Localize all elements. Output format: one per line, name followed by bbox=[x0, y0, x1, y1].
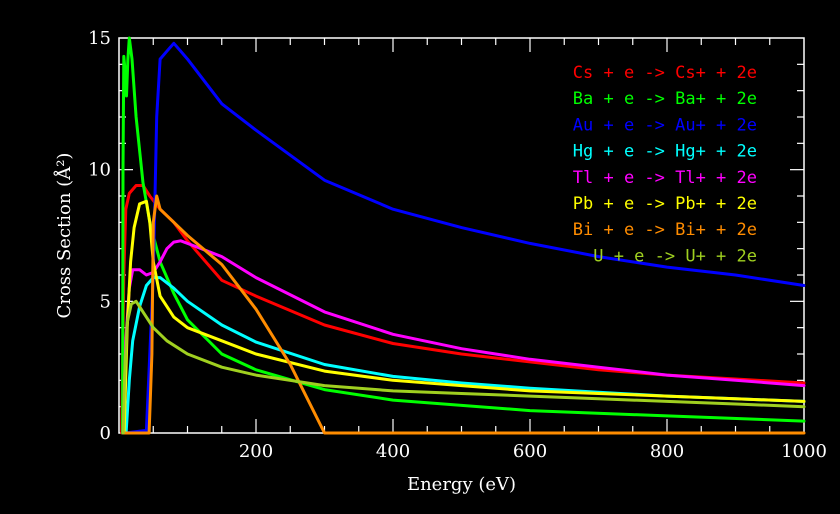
y-tick-label: 5 bbox=[100, 291, 111, 312]
series-line bbox=[123, 41, 806, 435]
series-line bbox=[121, 299, 806, 435]
legend-entry: Bi + e -> Bi+ + 2e bbox=[573, 220, 757, 240]
legend-entry: Cs + e -> Cs+ + 2e bbox=[573, 63, 757, 83]
legend: Cs + e -> Cs+ + 2e Ba + e -> Ba+ + 2e Au +… bbox=[573, 63, 757, 266]
x-tick-label: 1000 bbox=[781, 441, 827, 462]
series-line bbox=[122, 194, 806, 435]
legend-entry: Hg + e -> Hg+ + 2e bbox=[573, 142, 757, 162]
legend-entry: Au + e -> Au+ + 2e bbox=[573, 115, 757, 135]
x-tick-label: 400 bbox=[376, 441, 410, 462]
y-tick-label: 15 bbox=[88, 28, 111, 49]
x-axis-label: Energy (eV) bbox=[407, 474, 516, 495]
legend-entry: Ba + e -> Ba+ + 2e bbox=[573, 89, 757, 109]
legend-entry: U + e -> U+ + 2e bbox=[593, 246, 757, 266]
x-tick-label: 800 bbox=[650, 441, 684, 462]
y-axis-label: Cross Section (Å²) bbox=[53, 153, 75, 319]
series-line bbox=[122, 199, 806, 435]
tick-labels: 200 400 600 800 1000 0 5 10 15 bbox=[88, 28, 827, 462]
series-lines bbox=[120, 36, 806, 435]
x-tick-label: 200 bbox=[239, 441, 273, 462]
legend-entry: Pb + e -> Pb+ + 2e bbox=[573, 194, 757, 214]
series-line bbox=[120, 184, 806, 435]
series-line bbox=[121, 239, 806, 435]
legend-entry: Tl + e -> Tl+ + 2e bbox=[573, 168, 757, 188]
y-tick-label: 10 bbox=[88, 160, 111, 181]
y-tick-label: 0 bbox=[100, 423, 111, 444]
x-tick-label: 600 bbox=[513, 441, 547, 462]
